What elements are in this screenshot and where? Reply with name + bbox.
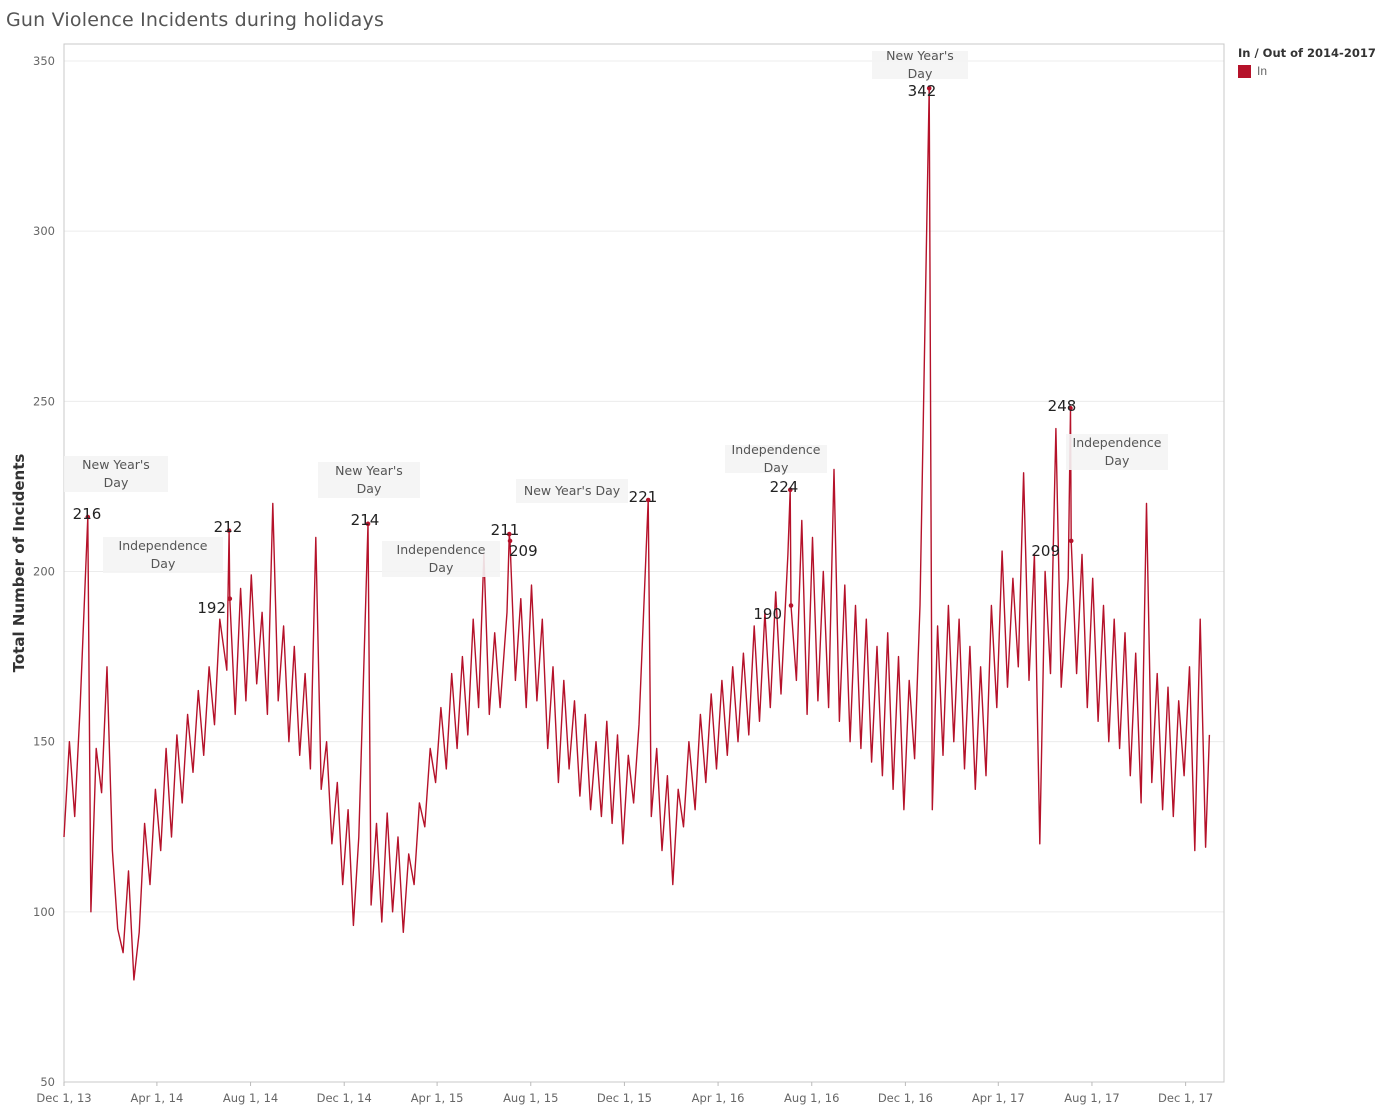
annotation-text: Day [151, 556, 176, 571]
data-label: 216 [73, 505, 102, 523]
series [63, 87, 1211, 981]
annotation-box [1066, 434, 1168, 470]
x-tick-label: Apr 1, 17 [972, 1091, 1025, 1105]
holiday-annotation: New Year's Day [64, 456, 168, 492]
annotation-text: Day [908, 66, 933, 81]
y-tick-label: 250 [33, 394, 55, 408]
annotation-text: Independence [397, 542, 486, 557]
x-tick-label: Aug 1, 16 [784, 1091, 839, 1105]
annotation-text: Day [1105, 453, 1130, 468]
holiday-annotation: New Year's Day [516, 479, 628, 503]
legend-item-label: In [1257, 64, 1268, 78]
x-tick-label: Dec 1, 13 [36, 1091, 91, 1105]
highlighted-point [645, 497, 651, 503]
legend-item[interactable]: In [1238, 64, 1376, 78]
holiday-annotation: Independence Day [382, 541, 500, 577]
x-tick-label: Dec 1, 14 [317, 1091, 372, 1105]
legend: In / Out of 2014-2017 In [1238, 46, 1376, 78]
data-label: 342 [908, 82, 937, 100]
highlighted-point [85, 514, 91, 520]
legend-title: In / Out of 2014-2017 [1238, 46, 1376, 60]
highlighted-point [788, 603, 794, 608]
annotation-box [725, 445, 827, 473]
data-label: 190 [753, 605, 782, 623]
highlighted-point [1068, 405, 1073, 411]
highlighted-points: 216 212 192 214 211 209 221 224 190 342 248 209 [73, 82, 1077, 623]
x-tick-label: Aug 1, 15 [503, 1091, 558, 1105]
x-tick-label: Dec 1, 15 [597, 1091, 652, 1105]
highlighted-point [1068, 538, 1074, 544]
annotation-box [103, 537, 223, 573]
highlighted-point [227, 596, 233, 602]
annotation-text: New Year's [335, 463, 403, 478]
x-tick-label: Apr 1, 14 [130, 1091, 183, 1105]
y-axis: 50 100 150 200 250 300 350 [33, 54, 55, 1089]
holiday-annotation: Independence Day [1066, 434, 1168, 470]
data-label: 212 [214, 518, 243, 536]
annotation-text: New Year's [886, 48, 954, 63]
annotation-text: Day [104, 475, 129, 490]
annotation-text: Day [764, 460, 789, 475]
x-tick-label: Apr 1, 15 [411, 1091, 464, 1105]
highlighted-point [926, 85, 932, 91]
chart-title: Gun Violence Incidents during holidays [6, 9, 385, 31]
highlighted-point [787, 487, 793, 493]
annotation-text: Independence [732, 442, 821, 457]
data-label: 224 [770, 478, 799, 496]
x-tick-label: Dec 1, 17 [1158, 1091, 1213, 1105]
annotation-text: Day [357, 481, 382, 496]
x-tick-label: Apr 1, 16 [692, 1091, 745, 1105]
annotation-box [64, 456, 168, 492]
y-tick-label: 200 [33, 565, 55, 579]
holiday-annotation: New Year's Day [318, 462, 420, 498]
plot-frame [63, 43, 1225, 1083]
data-label: 209 [509, 542, 538, 560]
data-label: 211 [491, 521, 520, 539]
y-tick-label: 350 [33, 54, 55, 68]
data-label: 214 [351, 511, 380, 529]
series-line [63, 87, 1211, 981]
holiday-annotations: New Year's Day Independence Day New Year's Da… [64, 48, 1168, 577]
data-label: 192 [197, 599, 226, 617]
data-label: 221 [629, 488, 658, 506]
annotation-box [318, 462, 420, 498]
annotation-text: Independence [1073, 435, 1162, 450]
annotation-text: New Year's Day [524, 483, 621, 498]
y-tick-label: 300 [33, 224, 55, 238]
y-axis-label: Total Number of Incidents [10, 454, 28, 673]
annotation-box [516, 479, 628, 503]
gridlines [64, 60, 1224, 913]
holiday-annotation: Independence Day [725, 442, 827, 475]
x-tick-label: Aug 1, 17 [1064, 1091, 1119, 1105]
highlighted-point [226, 528, 232, 533]
legend-swatch [1238, 64, 1251, 78]
highlighted-point [506, 531, 512, 537]
y-tick-label: 150 [33, 735, 55, 749]
y-tick-label: 50 [40, 1075, 55, 1089]
holiday-annotation: New Year's Day [872, 48, 968, 81]
annotation-box [872, 51, 968, 79]
y-tick-label: 100 [33, 905, 55, 919]
holiday-annotation: Independence Day [103, 537, 223, 573]
data-label: 248 [1048, 397, 1077, 415]
data-label: 209 [1031, 542, 1060, 560]
highlighted-point [365, 521, 371, 527]
x-axis: Dec 1, 13 Apr 1, 14 Aug 1, 14 Dec 1, 14 Apr … [36, 1082, 1213, 1105]
x-tick-label: Aug 1, 14 [223, 1091, 278, 1105]
annotation-text: New Year's [82, 457, 150, 472]
annotation-box [382, 541, 500, 577]
x-tick-label: Dec 1, 16 [878, 1091, 933, 1105]
annotation-text: Day [429, 560, 454, 575]
annotation-text: Independence [119, 538, 208, 553]
highlighted-point [507, 538, 513, 544]
